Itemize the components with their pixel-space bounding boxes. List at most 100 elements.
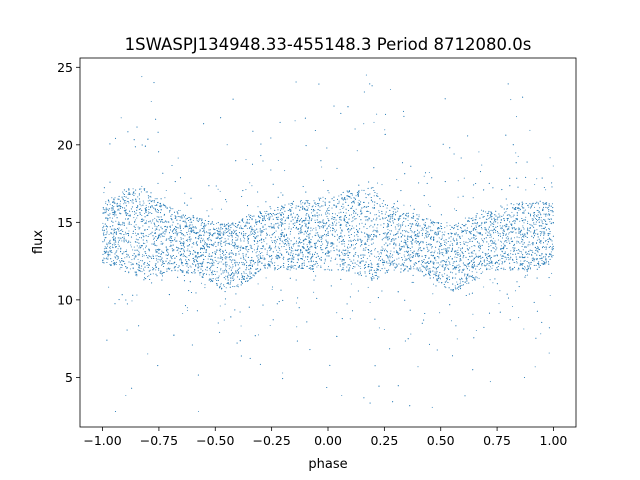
data-point	[125, 240, 128, 242]
data-point	[182, 312, 184, 315]
data-point	[203, 231, 205, 233]
data-point	[468, 238, 470, 240]
data-point	[511, 223, 513, 225]
data-point	[510, 99, 512, 101]
data-point	[358, 199, 360, 201]
data-point	[459, 253, 461, 255]
data-point	[324, 225, 326, 227]
data-point	[489, 256, 491, 258]
data-point	[478, 247, 480, 249]
data-point	[425, 266, 427, 269]
data-point	[524, 269, 526, 271]
data-point	[120, 117, 122, 119]
data-point	[288, 252, 290, 254]
data-point	[357, 265, 359, 267]
data-point	[545, 247, 547, 249]
data-point	[130, 244, 132, 246]
data-point	[176, 231, 178, 233]
data-point	[248, 216, 251, 218]
data-point	[217, 227, 219, 229]
data-point	[199, 266, 201, 268]
data-point	[448, 247, 451, 249]
data-point	[476, 277, 478, 279]
data-point	[258, 254, 260, 256]
data-point	[546, 243, 548, 245]
data-point	[373, 195, 375, 197]
data-point	[265, 212, 267, 214]
data-point	[288, 226, 290, 228]
data-point	[303, 233, 305, 235]
data-point	[190, 217, 192, 219]
data-point	[254, 261, 256, 263]
data-point	[161, 262, 164, 264]
data-point	[454, 285, 456, 287]
data-point	[477, 245, 479, 247]
data-point	[248, 219, 250, 221]
data-point	[378, 263, 380, 265]
data-point	[315, 232, 317, 234]
data-point	[434, 273, 436, 275]
data-point	[190, 226, 192, 228]
data-point	[472, 223, 474, 225]
data-point	[499, 215, 501, 217]
data-point	[245, 189, 247, 191]
data-point	[490, 236, 492, 238]
data-point	[465, 278, 467, 281]
data-point	[373, 204, 375, 206]
data-point	[124, 231, 127, 233]
data-point	[339, 265, 341, 267]
data-point	[115, 220, 117, 222]
data-point	[202, 238, 204, 240]
data-point	[516, 260, 518, 263]
data-point	[491, 242, 493, 245]
data-point	[346, 266, 348, 268]
data-point	[385, 262, 387, 264]
data-point	[156, 211, 158, 213]
data-point	[142, 235, 144, 237]
data-point	[266, 243, 268, 245]
data-point	[246, 227, 248, 229]
data-point	[501, 227, 503, 230]
data-point	[257, 283, 259, 285]
data-point	[475, 222, 477, 224]
data-point	[148, 275, 150, 277]
data-point	[284, 170, 286, 172]
data-point	[129, 215, 131, 217]
data-point	[452, 268, 454, 270]
data-point	[281, 223, 283, 225]
data-point	[497, 222, 499, 224]
data-point	[473, 264, 476, 266]
data-point	[329, 201, 331, 203]
data-point	[480, 224, 482, 226]
data-point	[459, 283, 461, 285]
data-point	[357, 235, 359, 237]
data-point	[503, 253, 505, 255]
data-point	[466, 282, 468, 285]
data-point	[200, 282, 203, 284]
data-point	[523, 328, 525, 330]
data-point	[257, 262, 259, 264]
data-point	[508, 232, 510, 234]
data-point	[132, 249, 134, 251]
data-point	[407, 244, 409, 246]
data-point	[362, 260, 365, 262]
data-point	[250, 232, 252, 234]
data-point	[410, 254, 412, 256]
data-point	[148, 206, 150, 208]
data-point	[355, 195, 357, 197]
data-point	[243, 271, 245, 273]
data-point	[197, 270, 199, 272]
data-point	[341, 198, 343, 200]
data-point	[387, 228, 389, 231]
data-point	[331, 222, 333, 224]
data-point	[152, 273, 154, 275]
data-point	[513, 237, 516, 239]
data-point	[186, 270, 188, 273]
data-point	[257, 220, 259, 222]
data-point	[489, 268, 491, 270]
data-point	[322, 249, 324, 251]
data-point	[461, 235, 463, 237]
data-point	[236, 262, 238, 264]
data-point	[150, 196, 152, 198]
data-point	[198, 236, 200, 238]
